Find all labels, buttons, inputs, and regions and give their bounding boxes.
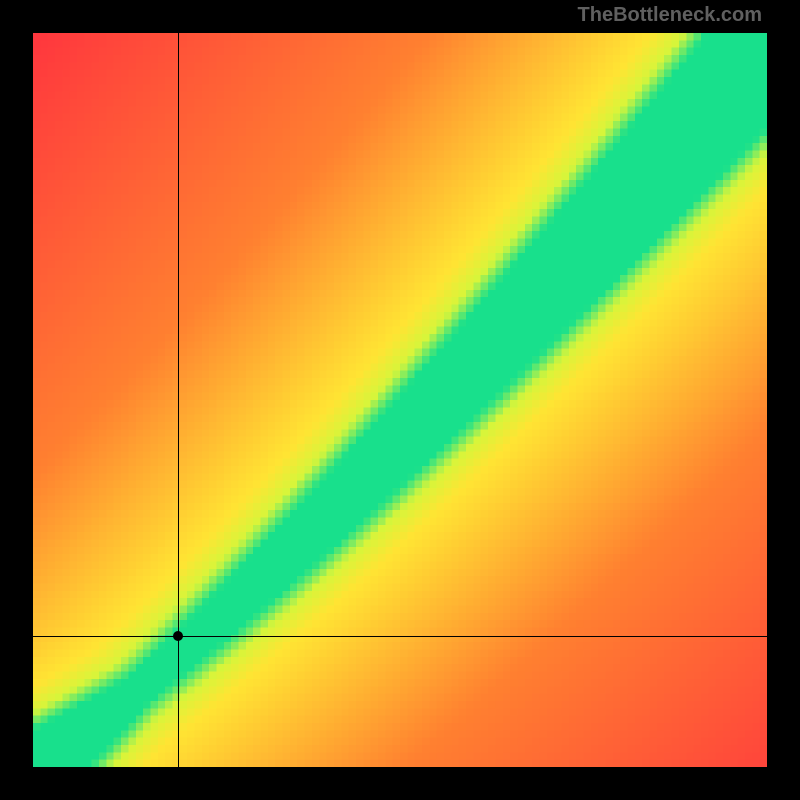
- chart-frame: TheBottleneck.com: [0, 0, 800, 800]
- attribution-text: TheBottleneck.com: [578, 4, 762, 27]
- bottleneck-heatmap: [33, 33, 767, 767]
- selection-marker: [173, 631, 183, 641]
- plot-area: [33, 33, 767, 767]
- crosshair-vertical: [178, 33, 179, 767]
- crosshair-horizontal: [33, 636, 767, 637]
